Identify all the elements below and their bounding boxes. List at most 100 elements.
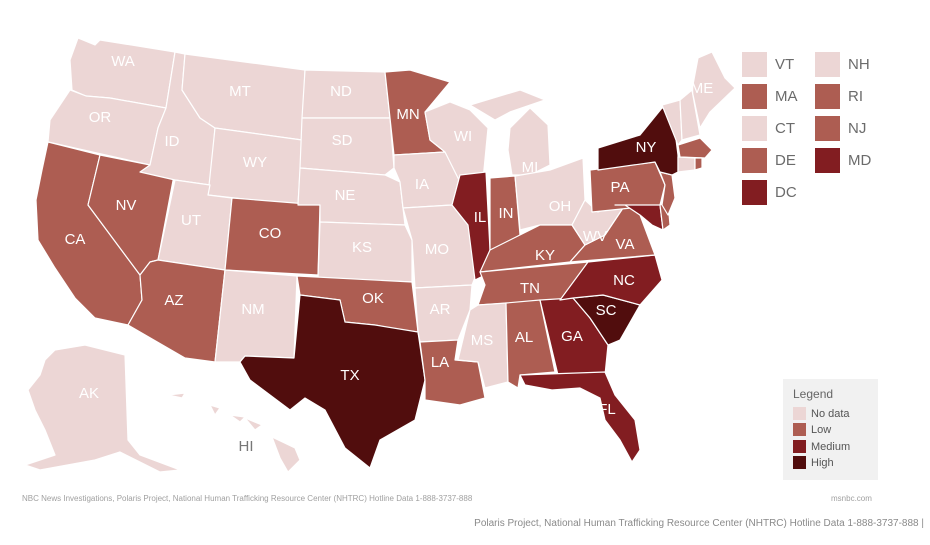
source-credit: NBC News Investigations, Polaris Project… [22, 494, 473, 503]
swatch-ma [742, 84, 767, 109]
label-ga: GA [561, 328, 583, 345]
legend-label: No data [811, 407, 850, 420]
state-az[interactable] [127, 259, 226, 363]
small-state-ri[interactable]: RI [815, 84, 863, 109]
small-state-nh[interactable]: NH [815, 52, 870, 77]
small-state-label: DE [775, 152, 796, 169]
label-wa: WA [111, 53, 135, 70]
label-hi: HI [239, 438, 254, 455]
label-pa: PA [611, 179, 630, 196]
label-ks: KS [352, 239, 372, 256]
small-state-vt[interactable]: VT [742, 52, 794, 77]
legend-swatch-medium [793, 440, 806, 453]
label-or: OR [89, 109, 112, 126]
small-state-dc[interactable]: DC [742, 180, 797, 205]
swatch-dc [742, 180, 767, 205]
state-ks[interactable] [317, 221, 413, 283]
label-nm: NM [241, 301, 264, 318]
state-ri[interactable] [694, 157, 703, 171]
legend-row-high: High [793, 456, 834, 469]
label-ia: IA [415, 176, 429, 193]
small-state-md[interactable]: MD [815, 148, 871, 173]
caption: Polaris Project, National Human Traffick… [474, 518, 924, 529]
label-az: AZ [164, 292, 183, 309]
small-state-label: RI [848, 88, 863, 105]
swatch-vt [742, 52, 767, 77]
brand-link[interactable]: msnbc.com [831, 494, 872, 503]
label-sc: SC [596, 302, 617, 319]
label-oh: OH [549, 198, 572, 215]
label-wv: WV [583, 228, 607, 245]
state-ct[interactable] [677, 156, 696, 173]
legend-row-no-data: No data [793, 407, 850, 420]
state-il[interactable] [451, 171, 491, 281]
label-ok: OK [362, 290, 384, 307]
label-ms: MS [471, 332, 494, 349]
small-state-label: NH [848, 56, 870, 73]
legend-label: Low [811, 423, 832, 436]
state-la[interactable] [419, 339, 486, 406]
legend-label: High [811, 456, 834, 469]
small-state-label: DC [775, 184, 797, 201]
small-state-label: MD [848, 152, 872, 169]
state-mi[interactable] [469, 89, 551, 176]
small-state-label: MA [775, 88, 798, 105]
label-fl: FL [598, 401, 616, 418]
label-me: ME [691, 80, 714, 97]
small-state-ma[interactable]: MA [742, 84, 798, 109]
label-nc: NC [613, 272, 635, 289]
state-hi[interactable] [167, 392, 301, 473]
label-tn: TN [520, 280, 540, 297]
state-fl[interactable] [519, 371, 641, 463]
state-nh[interactable] [679, 89, 701, 141]
swatch-nj [815, 116, 840, 141]
state-me[interactable] [691, 51, 736, 129]
label-tx: TX [340, 367, 359, 384]
swatch-de [742, 148, 767, 173]
map-legend: Legend No data Low Medium High [783, 379, 878, 480]
label-in: IN [499, 205, 514, 222]
label-nv: NV [116, 197, 137, 214]
legend-swatch-high [793, 456, 806, 469]
legend-swatch-low [793, 423, 806, 436]
label-ky: KY [535, 247, 555, 264]
label-mt: MT [229, 83, 251, 100]
legend-swatch-no-data [793, 407, 806, 420]
label-ca: CA [65, 231, 86, 248]
small-state-label: CT [775, 120, 795, 137]
label-id: ID [165, 133, 180, 150]
label-ak: AK [79, 385, 99, 402]
label-ne: NE [335, 187, 356, 204]
label-wi: WI [454, 128, 472, 145]
swatch-ct [742, 116, 767, 141]
state-ma[interactable] [677, 137, 713, 159]
label-va: VA [616, 236, 635, 253]
label-sd: SD [332, 132, 353, 149]
state-tx[interactable] [239, 294, 426, 469]
swatch-md [815, 148, 840, 173]
small-state-ct[interactable]: CT [742, 116, 795, 141]
swatch-nh [815, 52, 840, 77]
legend-row-low: Low [793, 423, 831, 436]
label-ut: UT [181, 212, 201, 229]
label-mn: MN [396, 106, 419, 123]
legend-row-medium: Medium [793, 440, 850, 453]
small-state-nj[interactable]: NJ [815, 116, 866, 141]
legend-title: Legend [793, 387, 834, 401]
label-co: CO [259, 225, 282, 242]
small-state-label: VT [775, 56, 795, 73]
label-ar: AR [430, 301, 451, 318]
label-mi: MI [522, 159, 539, 176]
small-state-de[interactable]: DE [742, 148, 796, 173]
state-ak[interactable] [24, 344, 181, 473]
label-la: LA [431, 354, 449, 371]
swatch-ri [815, 84, 840, 109]
label-mo: MO [425, 241, 449, 258]
label-nd: ND [330, 83, 352, 100]
state-sd[interactable] [299, 117, 395, 176]
label-il: IL [474, 209, 487, 226]
legend-label: Medium [811, 440, 851, 453]
label-wy: WY [243, 154, 267, 171]
state-nc[interactable] [559, 254, 663, 306]
